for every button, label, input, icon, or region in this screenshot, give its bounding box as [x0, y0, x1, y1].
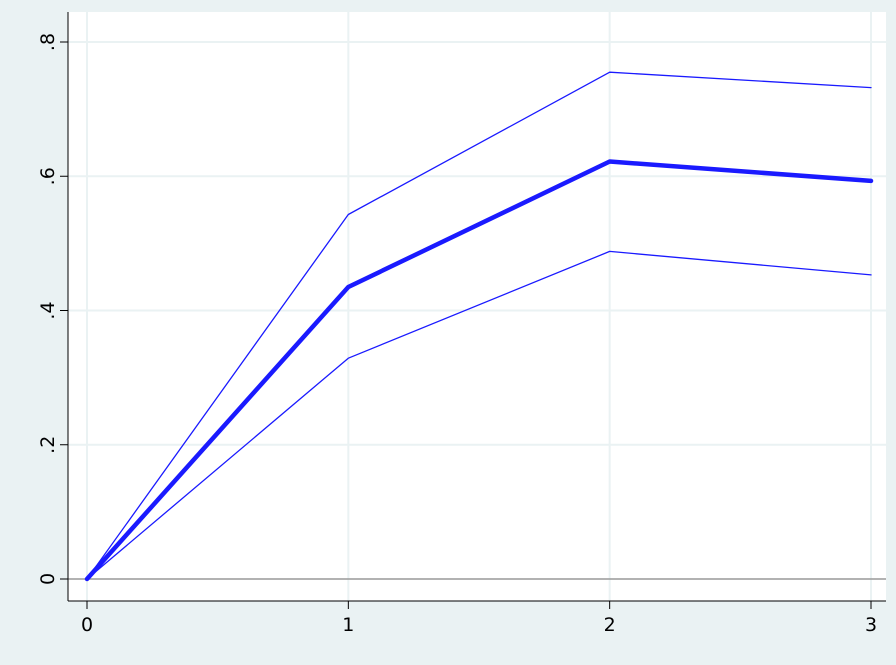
plot-area — [68, 12, 886, 601]
y-tick-label-3: .6 — [37, 167, 59, 185]
series-line-0 — [86, 71, 872, 580]
series-line-2 — [86, 250, 872, 580]
y-tick-label-1: .2 — [37, 436, 59, 454]
series-group — [84, 71, 874, 582]
series-line-1 — [84, 159, 874, 582]
y-tick-label-4: .8 — [37, 33, 59, 51]
y-tick-label-2: .4 — [37, 301, 59, 319]
x-tick-label-3: 3 — [865, 614, 877, 636]
axes: 0 1 2 3 0 .2 .4 .6 .8 — [37, 12, 886, 636]
x-tick-label-2: 2 — [604, 614, 616, 636]
x-tick-label-1: 1 — [342, 614, 354, 636]
x-tick-label-0: 0 — [81, 614, 93, 636]
y-tick-label-0: 0 — [37, 573, 59, 585]
